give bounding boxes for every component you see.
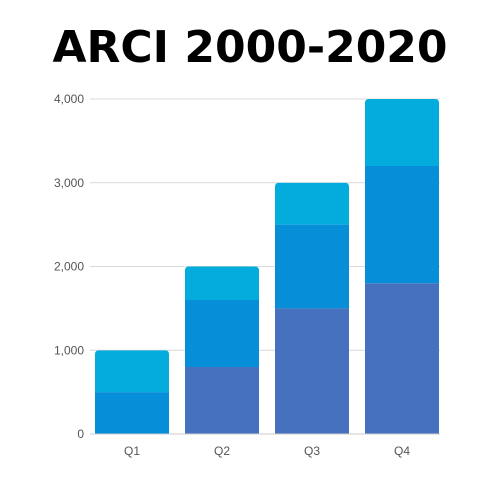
bar-segment	[95, 392, 169, 434]
bars	[95, 99, 439, 434]
bar-stack-q4	[365, 99, 439, 434]
bar-segment	[275, 308, 349, 434]
y-axis-ticks: 0 1,000 2,000 3,000 4,000	[54, 92, 84, 441]
bar-segment	[365, 166, 439, 284]
x-tick-label: Q2	[214, 444, 230, 458]
x-axis-ticks: Q1 Q2 Q3 Q4	[124, 444, 410, 458]
y-tick-label: 0	[77, 427, 84, 441]
y-tick-label: 1,000	[54, 343, 84, 357]
bar-segment	[185, 367, 259, 434]
y-tick-label: 4,000	[54, 92, 84, 106]
y-tick-label: 3,000	[54, 176, 84, 190]
bar-stack-q1	[95, 350, 169, 434]
x-tick-label: Q4	[394, 444, 410, 458]
bar-segment	[275, 224, 349, 309]
bar-segment	[275, 182, 349, 225]
bar-stack-q2	[185, 266, 259, 434]
bar-segment	[185, 266, 259, 300]
y-tick-label: 2,000	[54, 260, 84, 274]
chart-title: ARCI 2000-2020	[52, 22, 448, 73]
x-tick-label: Q1	[124, 444, 140, 458]
bar-segment	[95, 350, 169, 393]
x-tick-label: Q3	[304, 444, 320, 458]
bar-segment	[365, 99, 439, 166]
bar-stack-q3	[275, 182, 349, 434]
bar-segment	[365, 283, 439, 434]
bar-segment	[185, 300, 259, 367]
